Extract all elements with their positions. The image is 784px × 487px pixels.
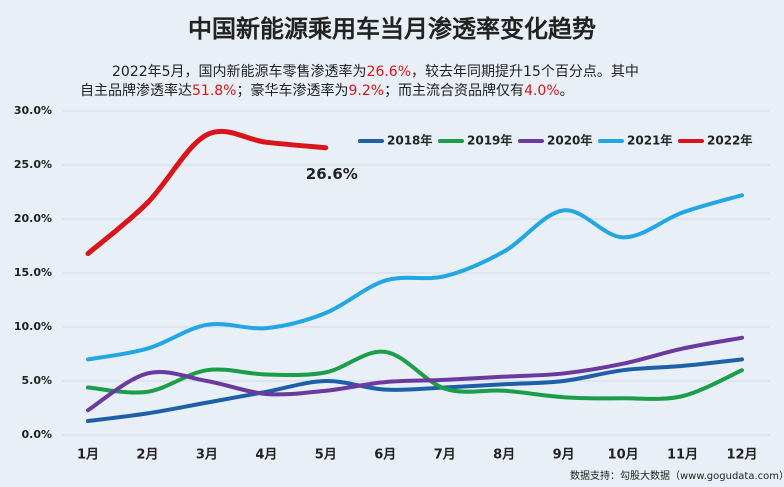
source: 数据支持：勾股大数据（www.gogudata.com） xyxy=(570,469,784,482)
series-line xyxy=(86,357,744,423)
x-tick-label: 8月 xyxy=(493,448,515,463)
x-tick-label: 3月 xyxy=(196,448,218,463)
y-tick-label: 0.0% xyxy=(21,428,52,441)
series-line xyxy=(86,335,744,413)
series-line xyxy=(86,193,744,362)
x-tick-label: 9月 xyxy=(553,448,575,463)
x-tick-label: 1月 xyxy=(77,448,99,463)
subtitle-segment: ，较去年同期提升15个百分点。其中 xyxy=(411,64,639,80)
subtitle-segment: 9.2% xyxy=(348,83,384,99)
subtitle-segment: 自主品牌渗透率达 xyxy=(80,82,192,99)
legend-label: 2018年 xyxy=(387,133,432,148)
x-tick-label: 7月 xyxy=(434,448,456,463)
legend-label: 2019年 xyxy=(467,133,512,148)
subtitle-segment: 51.8% xyxy=(192,83,236,99)
x-tick-label: 5月 xyxy=(315,448,337,463)
y-tick-label: 25.0% xyxy=(14,158,52,171)
series-line xyxy=(85,128,329,257)
y-tick-label: 30.0% xyxy=(14,104,52,117)
subtitle-segment: 2022年5月，国内新能源车零售渗透率为 xyxy=(112,63,367,80)
subtitle: 自主品牌渗透率达51.8%；豪华车渗透率为9.2%；而主流合资品牌仅有4.0%。 xyxy=(80,82,574,99)
x-tick-label: 4月 xyxy=(255,448,277,463)
subtitle-segment: ；而主流合资品牌仅有 xyxy=(384,82,524,99)
subtitle-segment: 26.6% xyxy=(367,64,411,80)
x-tick-label: 10月 xyxy=(608,448,639,463)
x-tick-label: 6月 xyxy=(374,448,396,463)
legend-label: 2022年 xyxy=(707,133,752,148)
subtitle-segment: ；豪华车渗透率为 xyxy=(236,82,348,99)
y-tick-label: 5.0% xyxy=(21,374,52,387)
x-tick-label: 2月 xyxy=(136,448,158,463)
y-tick-label: 15.0% xyxy=(14,266,52,279)
y-tick-label: 10.0% xyxy=(14,320,52,333)
annotation: 26.6% xyxy=(306,165,358,183)
subtitle: 2022年5月，国内新能源车零售渗透率为26.6%，较去年同期提升15个百分点。… xyxy=(112,63,639,80)
subtitle-segment: 4.0% xyxy=(524,83,560,99)
legend-label: 2021年 xyxy=(627,133,672,148)
x-tick-label: 11月 xyxy=(667,448,698,463)
legend-label: 2020年 xyxy=(547,133,592,148)
series-line xyxy=(86,349,744,401)
chart-title: 中国新能源乘用车当月渗透率变化趋势 xyxy=(188,15,596,43)
y-tick-label: 20.0% xyxy=(14,212,52,225)
x-tick-label: 12月 xyxy=(726,448,757,463)
subtitle-segment: 。 xyxy=(560,83,574,99)
